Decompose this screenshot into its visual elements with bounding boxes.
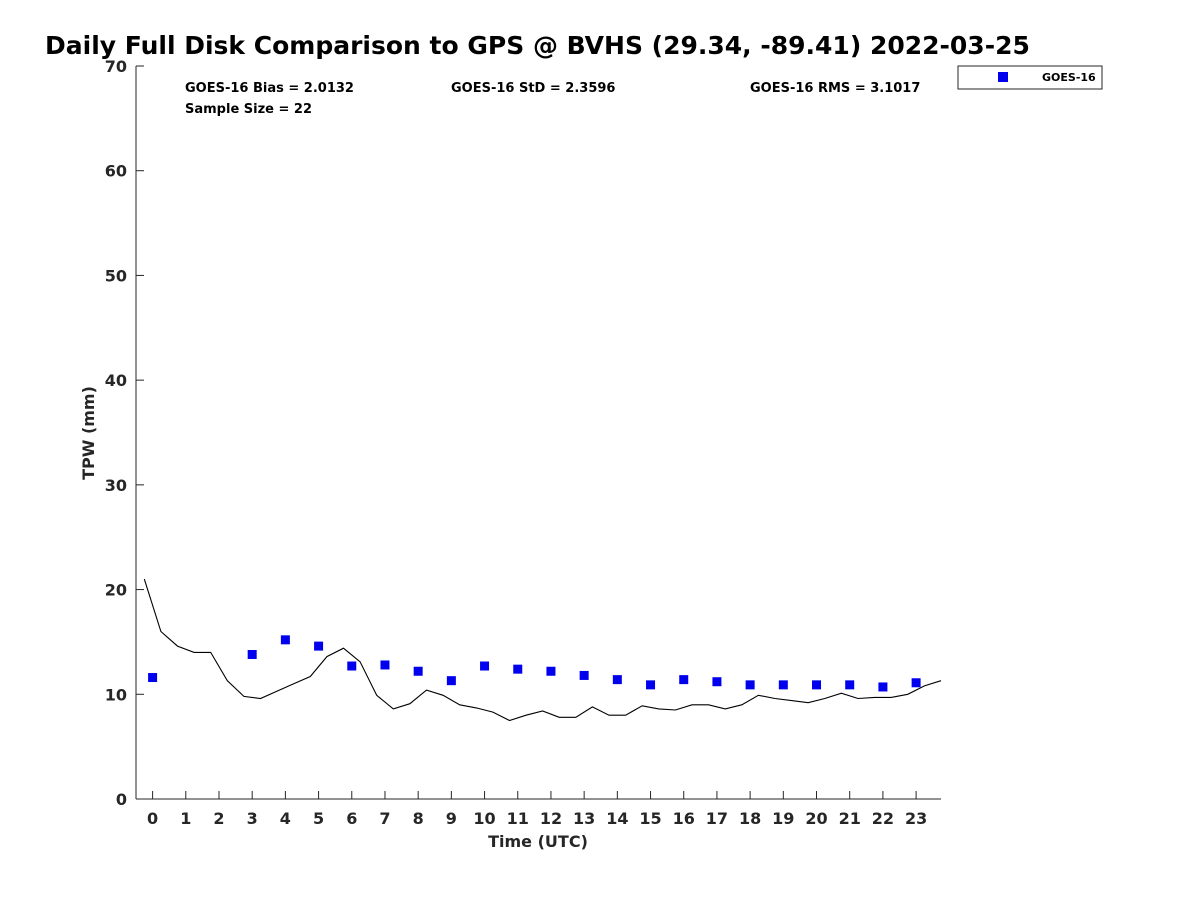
x-tick-label: 11 bbox=[507, 809, 529, 828]
x-tick-label: 18 bbox=[739, 809, 761, 828]
goes16-point bbox=[579, 670, 589, 680]
x-axis-ticks: 0 1 2 3 4 5 6 7 8 9 10 11 12 13 14 15 16 17 18 19 20 21 22 23 bbox=[147, 791, 927, 828]
x-tick-label: 15 bbox=[639, 809, 661, 828]
x-tick-label: 23 bbox=[905, 809, 927, 828]
y-tick-label: 20 bbox=[105, 581, 127, 600]
x-tick-label: 1 bbox=[180, 809, 191, 828]
x-tick-label: 8 bbox=[413, 809, 424, 828]
legend-marker bbox=[998, 72, 1008, 82]
goes16-point bbox=[911, 678, 921, 688]
x-axis-label: Time (UTC) bbox=[488, 832, 588, 851]
x-tick-label: 5 bbox=[313, 809, 324, 828]
y-tick-label: 10 bbox=[105, 685, 127, 704]
goes16-point bbox=[247, 649, 257, 659]
goes16-point bbox=[546, 666, 556, 676]
x-tick-label: 21 bbox=[839, 809, 861, 828]
goes16-point bbox=[513, 664, 523, 674]
goes16-point-series bbox=[148, 635, 921, 692]
goes16-point bbox=[845, 680, 855, 690]
x-tick-label: 14 bbox=[606, 809, 628, 828]
rms-stat: GOES-16 RMS = 3.1017 bbox=[750, 81, 920, 96]
legend-box bbox=[957, 65, 1103, 90]
std-stat: GOES-16 StD = 2.3596 bbox=[451, 81, 615, 96]
goes16-point bbox=[446, 676, 456, 686]
x-tick-label: 9 bbox=[446, 809, 457, 828]
chart-title: Daily Full Disk Comparison to GPS @ BVHS… bbox=[45, 31, 1030, 60]
y-tick-label: 0 bbox=[116, 790, 127, 809]
y-tick-label: 60 bbox=[105, 162, 127, 181]
y-axis-label: TPW (mm) bbox=[79, 386, 98, 480]
goes16-point bbox=[712, 677, 722, 687]
y-tick-label: 70 bbox=[105, 57, 127, 76]
x-tick-label: 0 bbox=[147, 809, 158, 828]
x-tick-label: 2 bbox=[213, 809, 224, 828]
x-tick-label: 7 bbox=[379, 809, 390, 828]
goes16-point bbox=[480, 661, 490, 671]
goes16-point bbox=[878, 682, 888, 692]
y-tick-label: 30 bbox=[105, 476, 127, 495]
sample-size-stat: Sample Size = 22 bbox=[185, 102, 312, 117]
y-tick-label: 50 bbox=[105, 266, 127, 285]
goes16-point bbox=[812, 680, 822, 690]
goes16-point bbox=[646, 680, 656, 690]
goes16-point bbox=[413, 666, 423, 676]
goes16-point bbox=[612, 675, 622, 685]
x-tick-label: 6 bbox=[346, 809, 357, 828]
x-tick-label: 16 bbox=[673, 809, 695, 828]
goes16-point bbox=[148, 673, 158, 683]
y-axis-ticks: 0 10 20 30 40 50 60 70 bbox=[105, 57, 144, 809]
goes16-point bbox=[380, 660, 390, 670]
x-tick-label: 13 bbox=[573, 809, 595, 828]
goes16-point bbox=[347, 661, 357, 671]
goes16-point bbox=[745, 680, 755, 690]
x-tick-label: 12 bbox=[540, 809, 562, 828]
x-tick-label: 20 bbox=[805, 809, 827, 828]
y-tick-label: 40 bbox=[105, 371, 127, 390]
goes16-point bbox=[679, 675, 689, 685]
x-tick-label: 19 bbox=[772, 809, 794, 828]
goes16-point bbox=[314, 641, 324, 651]
goes16-point bbox=[280, 635, 290, 645]
goes16-point bbox=[778, 680, 788, 690]
bias-stat: GOES-16 Bias = 2.0132 bbox=[185, 81, 354, 96]
legend-label: GOES-16 bbox=[1042, 71, 1096, 84]
legend: GOES-16 bbox=[957, 65, 1103, 90]
gps-line bbox=[143, 578, 942, 722]
x-tick-label: 10 bbox=[473, 809, 495, 828]
x-tick-label: 17 bbox=[706, 809, 728, 828]
x-tick-label: 3 bbox=[247, 809, 258, 828]
gps-line-series bbox=[143, 578, 942, 722]
x-tick-label: 22 bbox=[872, 809, 894, 828]
x-tick-label: 4 bbox=[280, 809, 291, 828]
